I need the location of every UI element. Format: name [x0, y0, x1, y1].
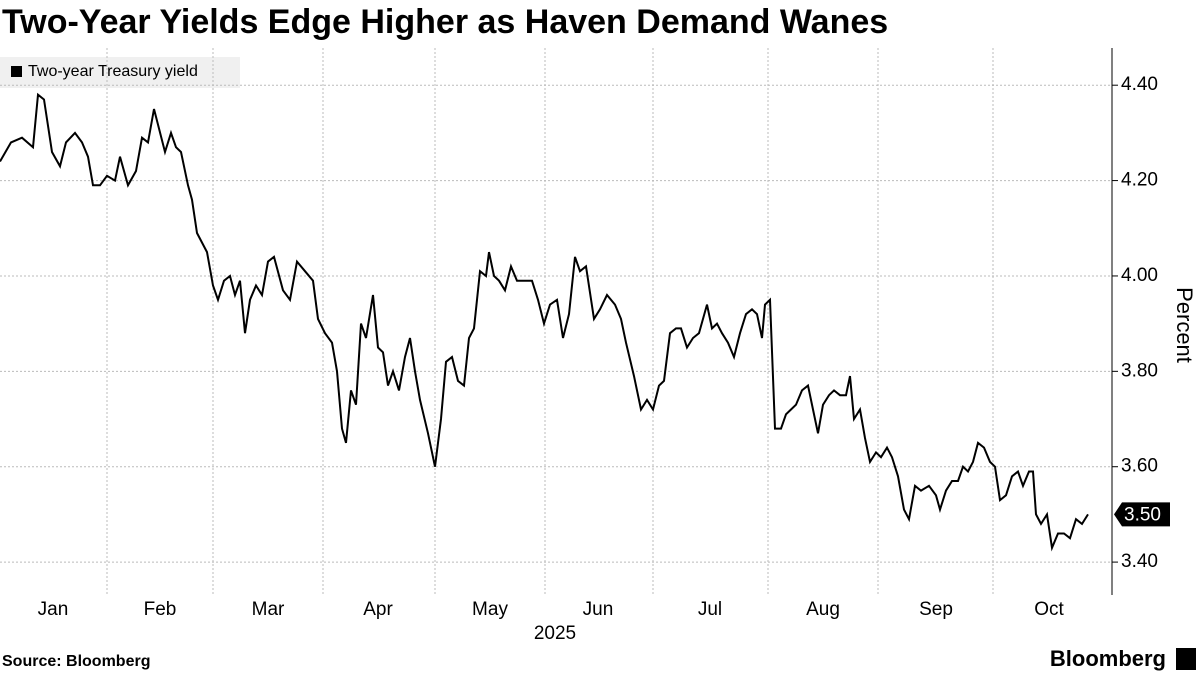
- y-axis-label: Percent: [1172, 287, 1197, 363]
- last-value-box: [1114, 502, 1170, 527]
- chart-title: Two-Year Yields Edge Higher as Haven Dem…: [2, 3, 888, 41]
- x-tick-label: Apr: [363, 599, 393, 620]
- legend-label: Two-year Treasury yield: [28, 63, 198, 80]
- x-tick-label: Jun: [583, 599, 614, 620]
- x-tick-label: Aug: [806, 599, 840, 620]
- x-tick-label: Feb: [144, 599, 177, 620]
- brand: Bloomberg: [1050, 646, 1166, 671]
- legend-swatch: [11, 66, 22, 77]
- x-tick-label: Jan: [38, 599, 69, 620]
- source: Source: Bloomberg: [2, 653, 150, 670]
- y-tick-label: 4.40: [1121, 74, 1158, 95]
- x-tick-label: Jul: [698, 599, 722, 620]
- last-value-label: 3.50: [1124, 504, 1161, 525]
- legend-box: [0, 57, 240, 88]
- y-tick-label: 4.20: [1121, 170, 1158, 191]
- x-axis-label: 2025: [534, 623, 576, 644]
- x-tick-label: May: [472, 599, 508, 620]
- y-tick-label: 3.60: [1121, 456, 1158, 477]
- line-series: [0, 92, 1089, 552]
- x-tick-label: Oct: [1034, 599, 1064, 620]
- y-tick-label: 3.40: [1121, 551, 1158, 572]
- y-tick-label: 4.00: [1121, 265, 1158, 286]
- brand-icon: [1176, 648, 1196, 670]
- y-tick-label: 3.80: [1121, 360, 1158, 381]
- x-tick-label: Mar: [252, 599, 285, 620]
- x-tick-label: Sep: [919, 599, 953, 620]
